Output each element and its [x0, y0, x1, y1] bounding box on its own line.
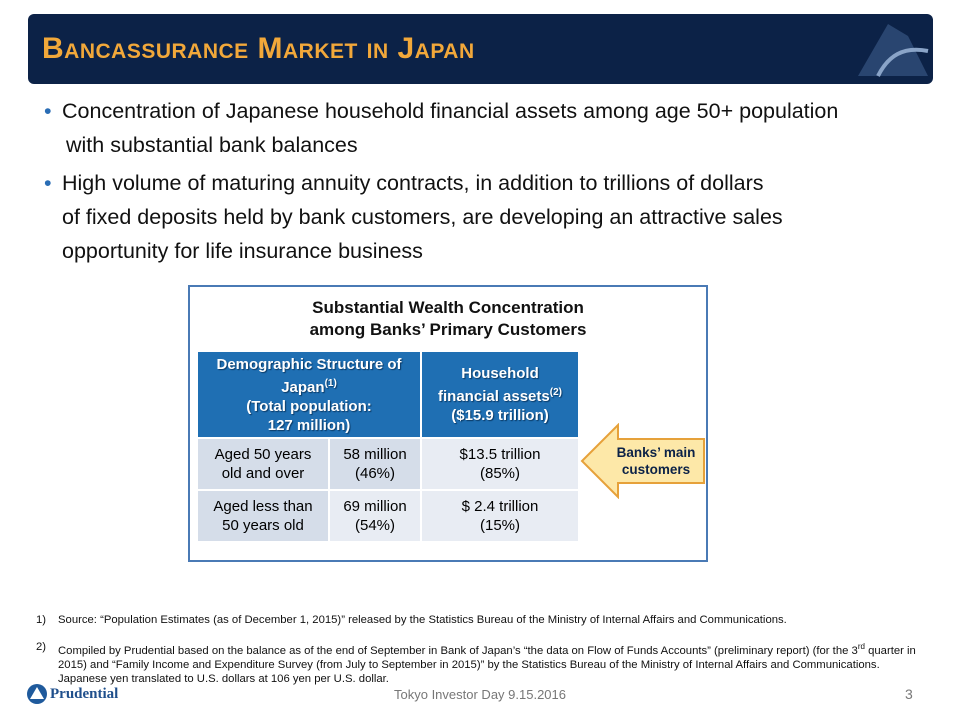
- header-cell: Household financial assets(2) ($15.9 tri…: [422, 352, 578, 437]
- cell-share: (54%): [354, 517, 395, 534]
- header-text: Household financial assets(2): [434, 364, 566, 406]
- header-text: Demographic Structure of Japan(1): [198, 355, 420, 397]
- header-label: Demographic Structure of Japan: [216, 355, 402, 396]
- bullet: • High volume of maturing annuity contra…: [44, 166, 783, 268]
- footnote-part: Compiled by Prudential based on the bala…: [58, 644, 849, 657]
- header-label: Household financial assets: [438, 365, 550, 405]
- footnote-marker: 2): [36, 641, 47, 653]
- logo-mark: [858, 24, 929, 77]
- footnote-part: quarter in 2015) and “Family Income and …: [58, 644, 916, 685]
- footnote-marker: 1): [36, 614, 47, 626]
- footnote-text: Source: “Population Estimates (as of Dec…: [58, 614, 787, 626]
- cell: 69 million (54%): [330, 491, 420, 541]
- cell-share: (46%): [354, 465, 395, 482]
- page-number: 3: [905, 686, 913, 702]
- superscript: rd: [857, 642, 865, 651]
- footnote-part: 3: [851, 644, 858, 657]
- footnote: 1) Source: “Population Estimates (as of …: [36, 613, 916, 627]
- superscript: (2): [549, 387, 562, 398]
- cell: $ 2.4 trillion (15%): [422, 491, 578, 541]
- cell-share: (85%): [479, 465, 520, 482]
- bullet: • Concentration of Japanese household fi…: [44, 94, 838, 162]
- row-label: Aged less than 50 years old: [198, 491, 328, 541]
- footnote: 2) Compiled by Prudential based on the b…: [36, 640, 916, 686]
- bullet-line: opportunity for life insurance business: [62, 239, 423, 263]
- cell: 58 million (46%): [330, 439, 420, 489]
- table-title: Substantial Wealth Concentration among B…: [309, 298, 587, 339]
- footer-company: Prudential: [50, 686, 119, 702]
- title-bar: Bancassurance Market in Japan: [28, 14, 933, 84]
- cell-value: 58 million: [343, 446, 407, 463]
- row-label: Aged 50 years old and over: [198, 439, 328, 489]
- cell-value: $ 2.4 trillion: [461, 498, 539, 515]
- header-sub: ($15.9 trillion): [451, 407, 549, 424]
- bullet-line: Concentration of Japanese household fina…: [62, 99, 839, 123]
- bullet-line: High volume of maturing annuity contract…: [62, 171, 764, 195]
- footer-logo: [27, 684, 47, 704]
- footer-event: Tokyo Investor Day 9.15.2016: [394, 687, 566, 702]
- cell: $13.5 trillion (85%): [422, 439, 578, 489]
- title: Bancassurance Market in Japan: [42, 32, 475, 65]
- callout-text: Banks’ main customers: [616, 445, 696, 477]
- footnote-text: Compiled by Prudential based on the bala…: [36, 640, 916, 686]
- cell-value: $13.5 trillion: [459, 446, 541, 463]
- table-box: Substantial Wealth Concentration among B…: [188, 285, 708, 562]
- header-cell: Demographic Structure of Japan(1) (Total…: [198, 352, 420, 437]
- header-sub: 127 million): [267, 416, 351, 434]
- header-sub: (Total population:: [246, 397, 372, 415]
- cell-share: (15%): [479, 517, 520, 534]
- cell-value: 69 million: [343, 498, 407, 515]
- bullet-line: with substantial bank balances: [66, 133, 358, 157]
- bullet-line: of fixed deposits held by bank customers…: [62, 205, 783, 229]
- superscript: (1): [324, 377, 337, 389]
- callout-arrow: [580, 423, 705, 499]
